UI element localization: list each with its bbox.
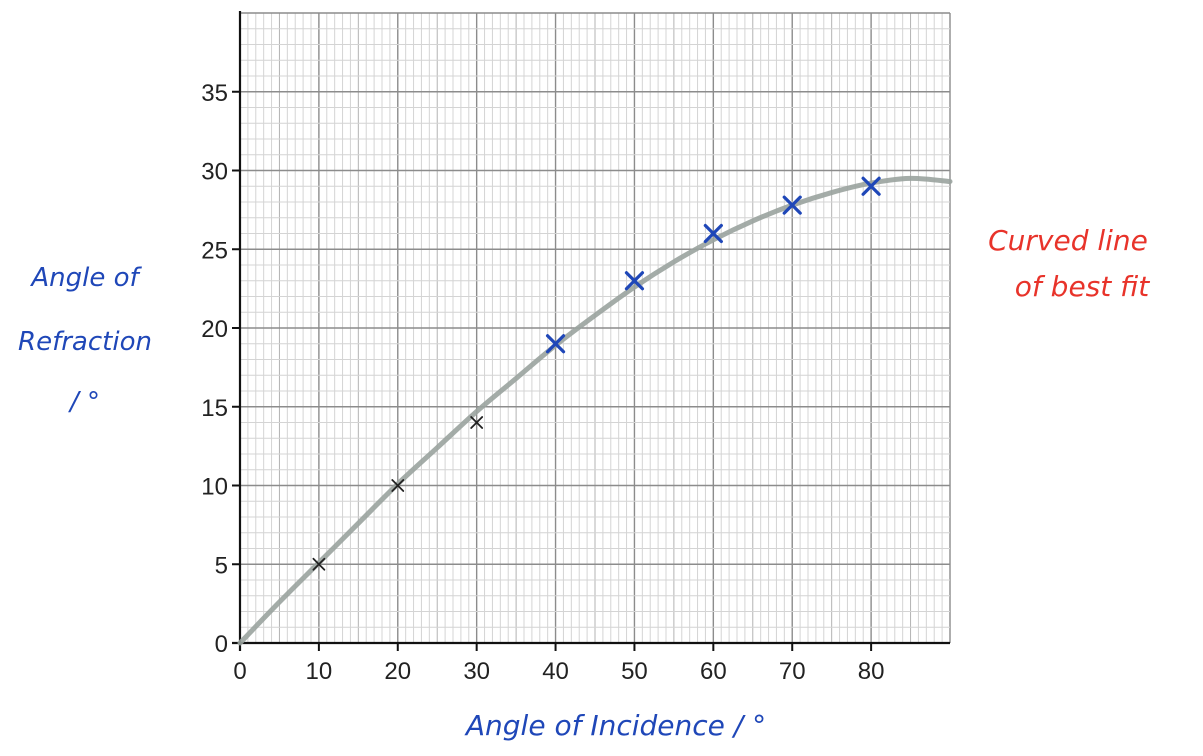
x-tick-label: 70 bbox=[779, 658, 806, 685]
data-point bbox=[703, 223, 723, 244]
grid bbox=[239, 12, 951, 644]
y-tick-label: 15 bbox=[201, 395, 228, 422]
x-tick-label: 80 bbox=[858, 658, 885, 685]
y-tick-label: 25 bbox=[201, 237, 228, 264]
y-axis-label-line-1: Angle of bbox=[29, 263, 142, 293]
data-point bbox=[624, 271, 645, 291]
data-point bbox=[545, 334, 566, 354]
x-tick-label: 20 bbox=[384, 658, 411, 685]
markers bbox=[312, 176, 881, 571]
y-tick-label: 5 bbox=[215, 552, 228, 579]
y-tick-label: 35 bbox=[201, 80, 228, 107]
tick-labels: 0 10 20 30 40 50 60 70 80 0 5 10 15 20 25 30 35 bbox=[201, 80, 884, 685]
data-point bbox=[312, 557, 326, 571]
x-tick-label: 40 bbox=[542, 658, 569, 685]
y-tick-label: 10 bbox=[201, 474, 228, 501]
x-axis-label: Angle of Incidence / ° bbox=[464, 709, 766, 742]
x-tick-label: 50 bbox=[621, 658, 648, 685]
data-point bbox=[782, 195, 802, 215]
curve-layer bbox=[237, 175, 953, 646]
annotation-line-2: of best fit bbox=[1015, 270, 1150, 303]
x-tick-label: 10 bbox=[306, 658, 333, 685]
y-axis-label-line-2: Refraction bbox=[18, 327, 152, 357]
annotation-line-1: Curved line bbox=[988, 224, 1148, 257]
data-point bbox=[861, 176, 881, 196]
y-axis-label-line-3: / ° bbox=[68, 387, 100, 417]
y-tick-label: 0 bbox=[215, 631, 228, 658]
y-tick-label: 30 bbox=[201, 159, 228, 186]
x-tick-label: 60 bbox=[700, 658, 727, 685]
y-axis-label: Angle of Refraction / ° bbox=[18, 263, 152, 417]
y-tick-label: 20 bbox=[201, 316, 228, 343]
data-point bbox=[470, 416, 484, 429]
data-point bbox=[391, 479, 405, 492]
annotation: Curved line of best fit bbox=[988, 224, 1150, 303]
x-tick-label: 0 bbox=[233, 658, 246, 685]
x-tick-label: 30 bbox=[463, 658, 490, 685]
axes bbox=[232, 11, 950, 651]
curve-of-best-fit bbox=[237, 175, 953, 646]
